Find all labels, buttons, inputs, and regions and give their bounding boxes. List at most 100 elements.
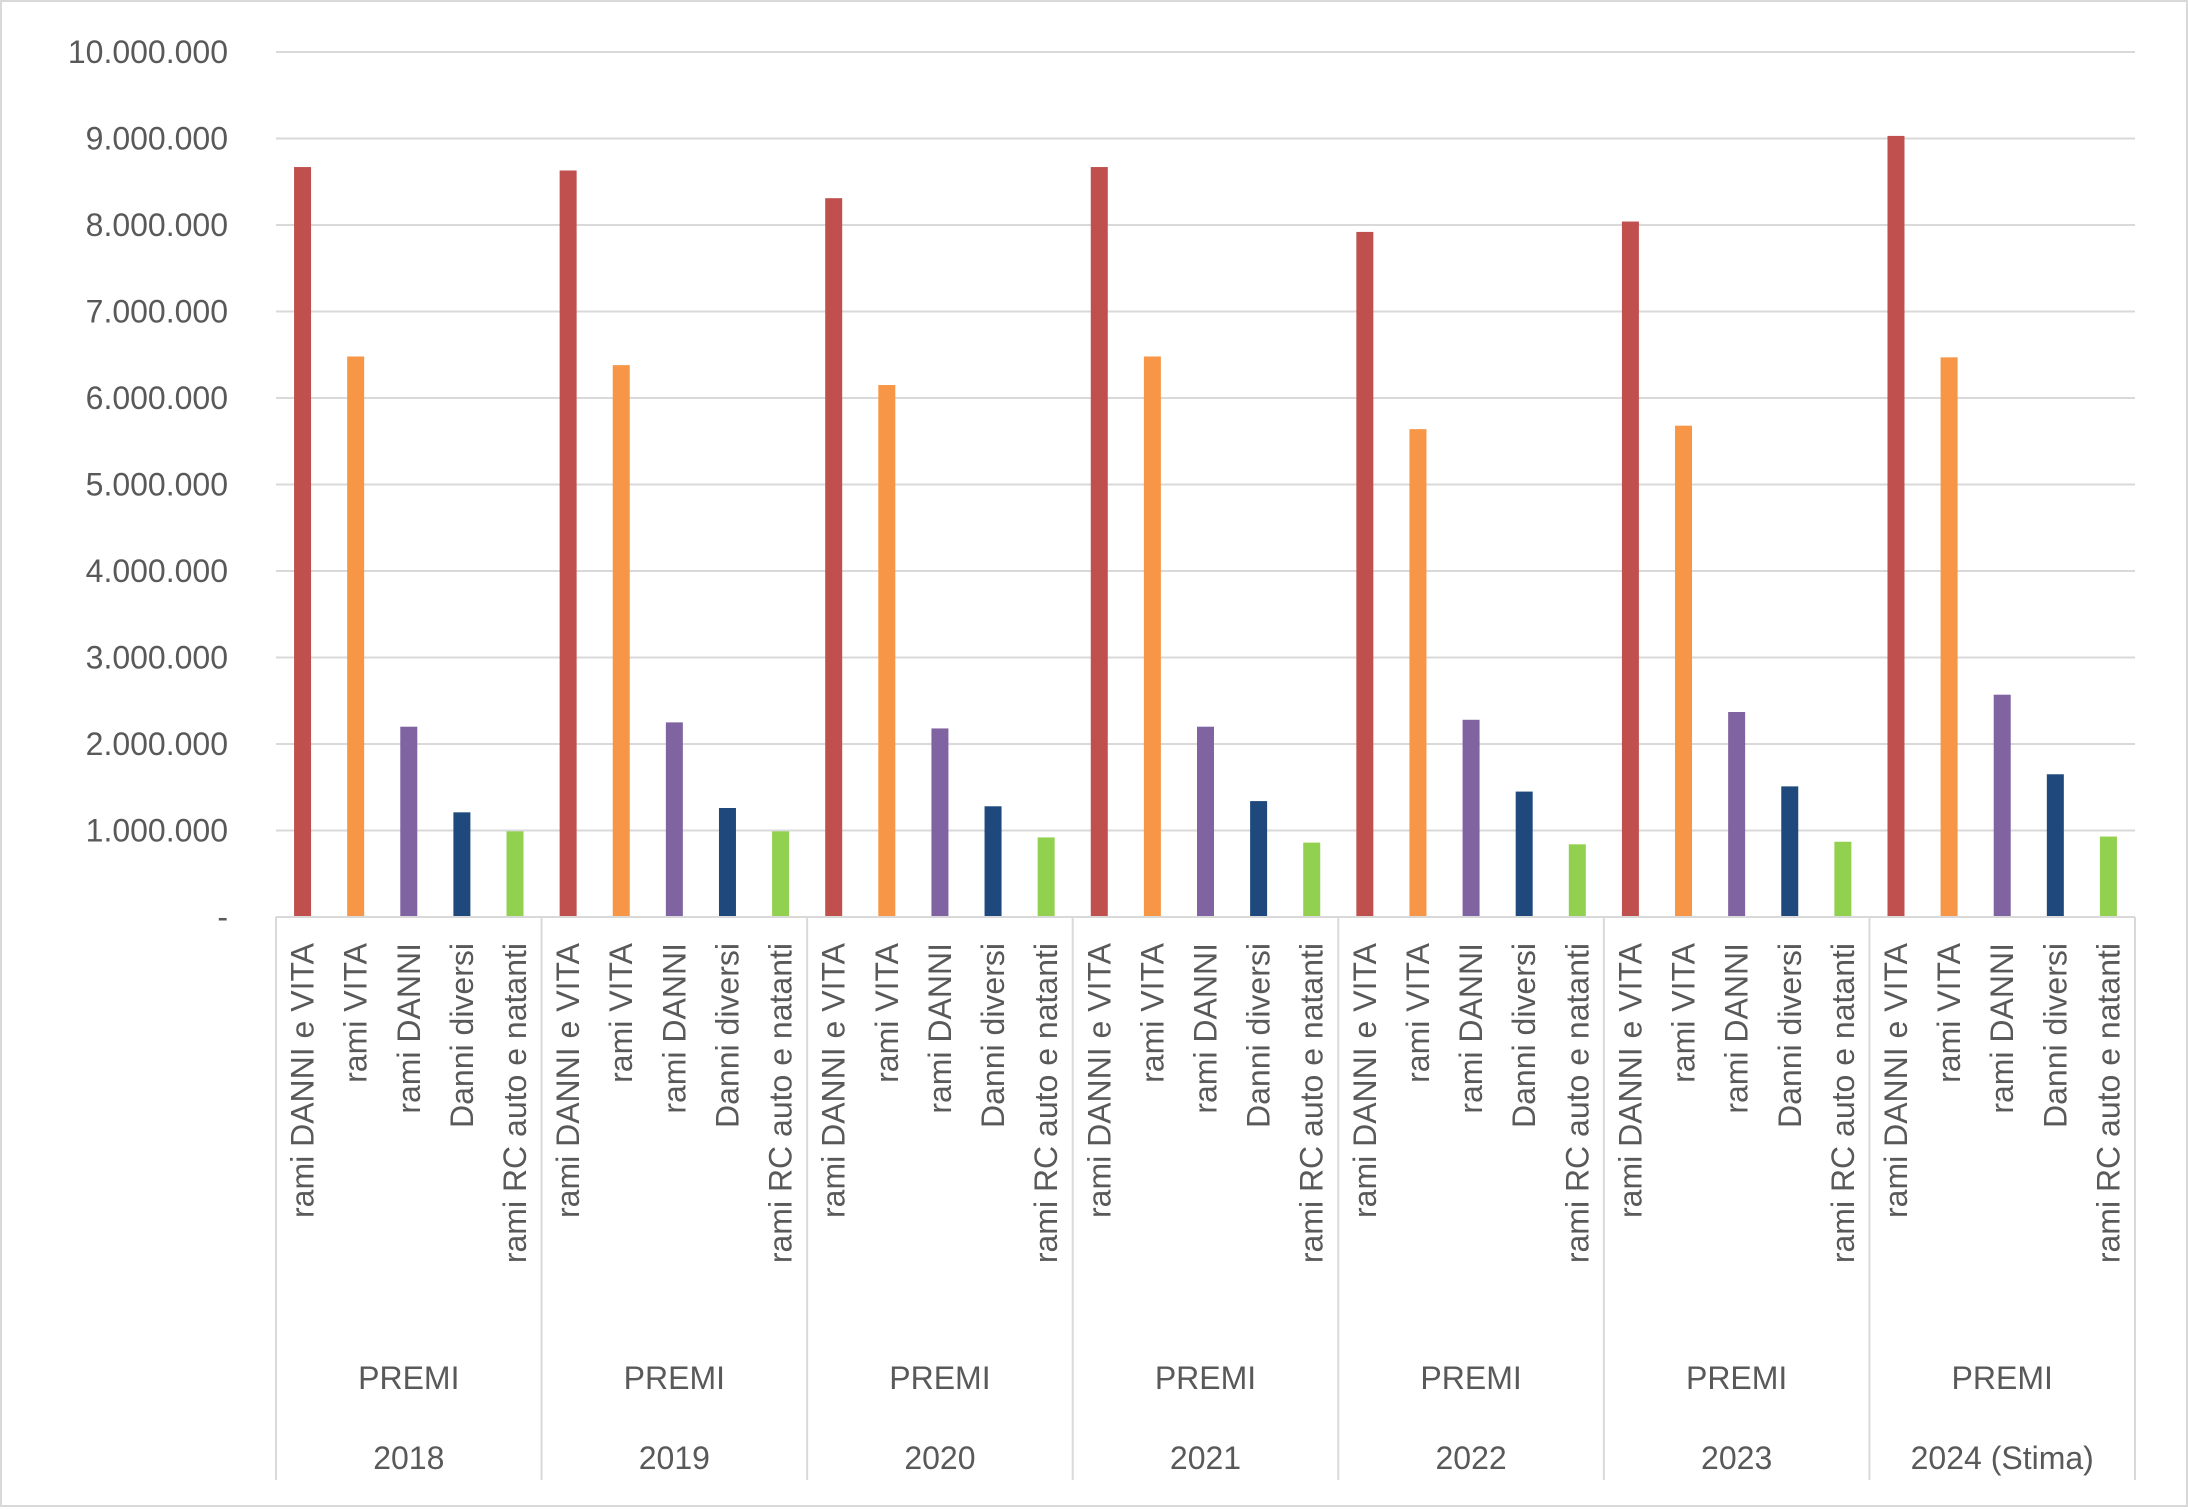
y-tick-label: 5.000.000	[86, 467, 228, 503]
x-tick-label: rami DANNI e VITA	[1081, 942, 1117, 1218]
x-tick-label: rami DANNI	[656, 943, 692, 1114]
bar	[1728, 711, 1746, 917]
bar	[1834, 841, 1852, 917]
bar	[1409, 429, 1427, 917]
x-tick-label: rami RC auto e natanti	[763, 943, 799, 1263]
x-tick-label: rami VITA	[1666, 942, 1702, 1083]
x-axis: rami DANNI e VITA rami VITA rami DANNI Dann…	[275, 916, 2136, 1480]
y-tick-label: 7.000.000	[86, 294, 228, 330]
x-tick-label: rami DANNI	[1188, 943, 1224, 1114]
year-label: 2023	[1701, 1440, 1772, 1476]
bar	[825, 198, 843, 917]
year-label: 2022	[1435, 1440, 1506, 1476]
bar	[1568, 844, 1586, 917]
x-tick-label: rami DANNI e VITA	[550, 942, 586, 1218]
group-label: PREMI	[1155, 1360, 1256, 1396]
bar	[1940, 357, 1958, 918]
bar	[347, 356, 365, 918]
x-tick-label: rami VITA	[1400, 942, 1436, 1083]
bar	[1356, 231, 1374, 918]
bar	[1887, 135, 1905, 917]
bar	[1462, 719, 1480, 917]
bar	[1090, 167, 1108, 918]
y-tick-label: 9.000.000	[86, 121, 228, 157]
bars	[294, 135, 2117, 918]
x-tick-label: rami DANNI	[1453, 943, 1489, 1114]
x-tick-label: rami DANNI e VITA	[285, 942, 321, 1218]
bar	[772, 831, 790, 917]
bar	[1303, 842, 1321, 917]
y-tick-label: 8.000.000	[86, 207, 228, 243]
x-tick-label: rami DANNI	[1984, 943, 2020, 1114]
y-tick-label: 2.000.000	[86, 726, 228, 762]
bar	[1675, 425, 1693, 917]
x-tick-label: rami DANNI e VITA	[1347, 942, 1383, 1218]
y-tick-label: 6.000.000	[86, 380, 228, 416]
x-tick-label: Danni diversi	[444, 943, 480, 1128]
bar	[718, 808, 736, 917]
x-tick-label: rami VITA	[1134, 942, 1170, 1083]
bar	[1621, 221, 1639, 918]
x-tick-label: rami RC auto e natanti	[1559, 943, 1595, 1263]
bar	[931, 728, 949, 917]
x-tick-label: rami DANNI e VITA	[1612, 942, 1648, 1218]
bar	[1143, 356, 1161, 918]
x-tick-label: rami DANNI e VITA	[1878, 942, 1914, 1218]
x-tick-label: Danni diversi	[975, 943, 1011, 1128]
bar	[2046, 774, 2064, 917]
group-label: PREMI	[358, 1360, 459, 1396]
x-tick-label: Danni diversi	[1241, 943, 1277, 1128]
bar	[400, 726, 418, 917]
x-tick-label: rami RC auto e natanti	[1028, 943, 1064, 1263]
bar	[1037, 837, 1055, 917]
x-tick-label: rami DANNI	[391, 943, 427, 1114]
y-tick-label: 1.000.000	[86, 813, 228, 849]
year-label: 2020	[904, 1440, 975, 1476]
year-label: 2024 (Stima)	[1911, 1440, 2094, 1476]
y-tick-label: 3.000.000	[86, 640, 228, 676]
group-label: PREMI	[624, 1360, 725, 1396]
bar	[1515, 791, 1533, 917]
x-tick-label: Danni diversi	[2037, 943, 2073, 1128]
x-tick-label: rami VITA	[603, 942, 639, 1083]
bar	[1993, 694, 2011, 917]
bar	[2099, 836, 2117, 917]
group-label: PREMI	[1420, 1360, 1521, 1396]
x-tick-label: rami DANNI	[922, 943, 958, 1114]
x-tick-label: rami VITA	[338, 942, 374, 1083]
bar	[453, 812, 471, 917]
x-tick-label: Danni diversi	[1506, 943, 1542, 1128]
x-tick-label: rami RC auto e natanti	[497, 943, 533, 1263]
bar	[506, 831, 524, 917]
year-label: 2021	[1170, 1440, 1241, 1476]
bar	[294, 167, 312, 918]
bar	[984, 806, 1002, 917]
group-label: PREMI	[1952, 1360, 2053, 1396]
y-tick-label: 4.000.000	[86, 553, 228, 589]
x-tick-label: rami VITA	[869, 942, 905, 1083]
y-tick-label: -	[217, 899, 228, 935]
group-label: PREMI	[1686, 1360, 1787, 1396]
x-tick-label: rami DANNI	[1719, 943, 1755, 1114]
x-tick-label: rami RC auto e natanti	[1825, 943, 1861, 1263]
bar	[612, 365, 630, 917]
x-tick-label: rami VITA	[1931, 942, 1967, 1083]
bar	[665, 722, 683, 917]
bar	[1197, 726, 1214, 917]
bar	[1250, 801, 1268, 917]
x-tick-label: Danni diversi	[1772, 943, 1808, 1128]
year-label: 2018	[373, 1440, 444, 1476]
bar	[878, 385, 896, 917]
gridlines	[276, 51, 2135, 832]
y-axis-tick-labels: - 1.000.000 2.000.000 3.000.000 4.000.000 5.0…	[68, 34, 228, 935]
x-tick-label: rami RC auto e natanti	[2090, 943, 2126, 1263]
bar	[1781, 786, 1799, 917]
year-label: 2019	[639, 1440, 710, 1476]
x-tick-label: Danni diversi	[709, 943, 745, 1128]
group-label: PREMI	[889, 1360, 990, 1396]
bar	[559, 170, 577, 917]
y-tick-label: 10.000.000	[68, 34, 228, 70]
x-tick-label: rami RC auto e natanti	[1294, 943, 1330, 1263]
